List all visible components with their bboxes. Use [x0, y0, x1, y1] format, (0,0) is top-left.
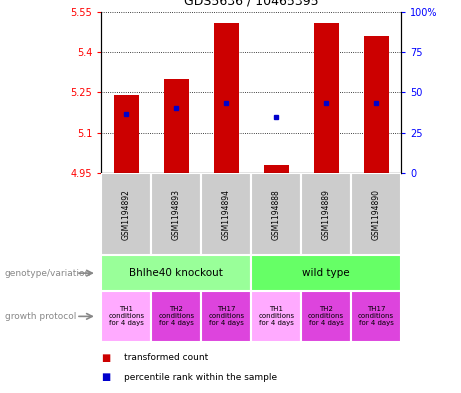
Bar — [351, 173, 401, 255]
Text: wild type: wild type — [302, 268, 350, 278]
Text: TH2
conditions
for 4 days: TH2 conditions for 4 days — [308, 307, 344, 326]
Text: TH17
conditions
for 4 days: TH17 conditions for 4 days — [358, 307, 394, 326]
Text: GSM1194894: GSM1194894 — [222, 189, 231, 240]
Bar — [164, 79, 189, 173]
Bar — [151, 291, 201, 342]
Bar — [201, 173, 251, 255]
Bar — [251, 173, 301, 255]
Bar — [313, 22, 339, 173]
Text: genotype/variation: genotype/variation — [5, 269, 91, 277]
Text: GSM1194888: GSM1194888 — [272, 189, 281, 240]
Bar — [251, 291, 301, 342]
Bar — [264, 165, 289, 173]
Text: ■: ■ — [101, 353, 111, 363]
Text: TH17
conditions
for 4 days: TH17 conditions for 4 days — [208, 307, 244, 326]
Bar — [251, 255, 401, 291]
Text: TH2
conditions
for 4 days: TH2 conditions for 4 days — [158, 307, 195, 326]
Bar — [364, 36, 389, 173]
Text: GSM1194892: GSM1194892 — [122, 189, 131, 240]
Bar — [351, 291, 401, 342]
Text: growth protocol: growth protocol — [5, 312, 76, 321]
Bar — [101, 291, 151, 342]
Bar — [101, 255, 251, 291]
Text: transformed count: transformed count — [124, 353, 209, 362]
Bar — [214, 22, 239, 173]
Bar — [114, 95, 139, 173]
Bar — [151, 173, 201, 255]
Text: GSM1194893: GSM1194893 — [172, 189, 181, 240]
Bar — [301, 173, 351, 255]
Text: GSM1194889: GSM1194889 — [322, 189, 331, 240]
Text: Bhlhe40 knockout: Bhlhe40 knockout — [130, 268, 223, 278]
Bar — [101, 173, 151, 255]
Text: percentile rank within the sample: percentile rank within the sample — [124, 373, 278, 382]
Title: GDS5636 / 10465395: GDS5636 / 10465395 — [184, 0, 319, 8]
Bar — [301, 291, 351, 342]
Text: TH1
conditions
for 4 days: TH1 conditions for 4 days — [108, 307, 144, 326]
Text: TH1
conditions
for 4 days: TH1 conditions for 4 days — [258, 307, 294, 326]
Text: GSM1194890: GSM1194890 — [372, 189, 381, 240]
Text: ■: ■ — [101, 372, 111, 382]
Bar — [201, 291, 251, 342]
